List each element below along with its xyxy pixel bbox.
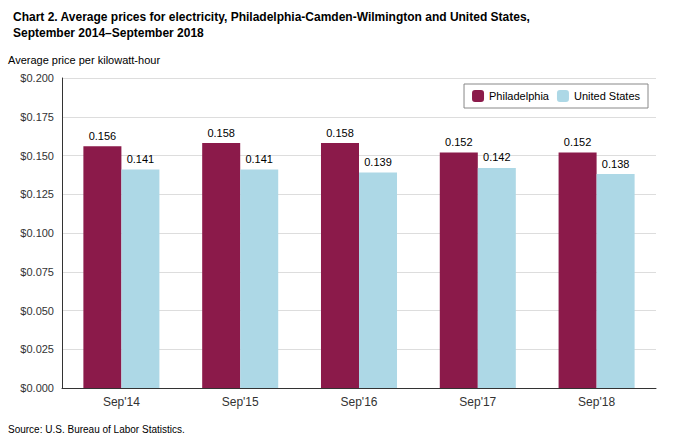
svg-text:$0.125: $0.125 — [20, 188, 54, 200]
svg-text:0.152: 0.152 — [445, 136, 473, 148]
svg-text:0.158: 0.158 — [207, 127, 235, 139]
svg-text:$0.050: $0.050 — [20, 305, 54, 317]
svg-text:0.141: 0.141 — [245, 153, 273, 165]
svg-text:0.142: 0.142 — [483, 151, 511, 163]
svg-text:0.158: 0.158 — [326, 127, 354, 139]
svg-text:$0.175: $0.175 — [20, 111, 54, 123]
svg-text:$0.075: $0.075 — [20, 266, 54, 278]
svg-text:$0.025: $0.025 — [20, 343, 54, 355]
svg-text:0.152: 0.152 — [564, 136, 592, 148]
svg-text:Chart 2. Average prices for el: Chart 2. Average prices for electricity,… — [13, 10, 530, 24]
svg-text:0.139: 0.139 — [364, 156, 392, 168]
svg-text:Average price per kilowatt-hou: Average price per kilowatt-hour — [8, 54, 160, 66]
svg-text:Sep'17: Sep'17 — [459, 395, 496, 409]
svg-text:$0.150: $0.150 — [20, 150, 54, 162]
svg-text:0.156: 0.156 — [89, 130, 117, 142]
svg-text:Sep'16: Sep'16 — [341, 395, 378, 409]
svg-text:Philadelphia: Philadelphia — [489, 90, 550, 102]
svg-text:Sep'15: Sep'15 — [222, 395, 259, 409]
svg-text:0.138: 0.138 — [602, 158, 630, 170]
svg-text:$0.200: $0.200 — [20, 72, 54, 84]
svg-text:United States: United States — [574, 90, 641, 102]
svg-text:September 2014–September 2018: September 2014–September 2018 — [13, 26, 204, 40]
svg-text:Sep'14: Sep'14 — [103, 395, 140, 409]
svg-text:0.141: 0.141 — [127, 153, 155, 165]
svg-text:Sep'18: Sep'18 — [578, 395, 615, 409]
svg-text:Source: U.S. Bureau of Labor S: Source: U.S. Bureau of Labor Statistics. — [8, 424, 185, 435]
svg-text:$0.000: $0.000 — [20, 382, 54, 394]
svg-text:$0.100: $0.100 — [20, 227, 54, 239]
